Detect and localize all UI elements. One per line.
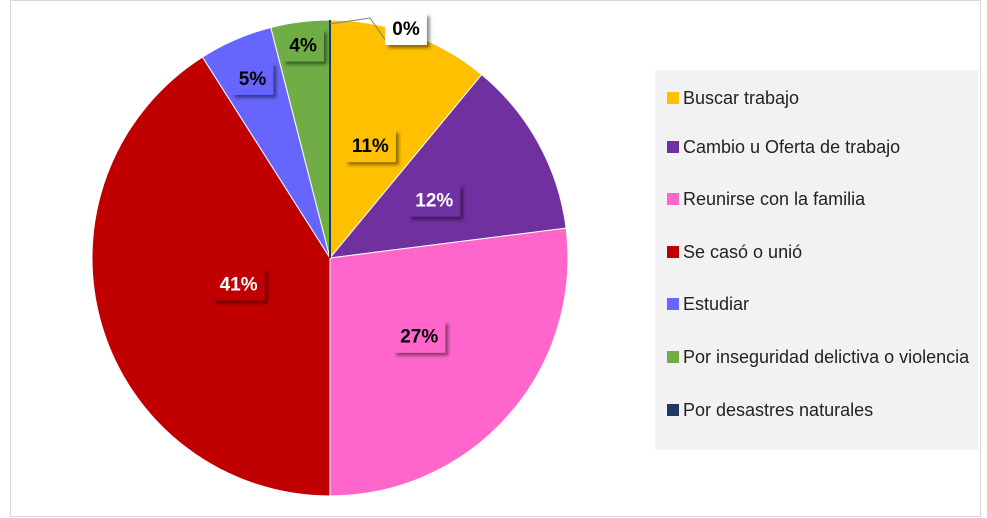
legend-swatch (667, 92, 679, 104)
data-label: 0% (385, 13, 427, 45)
data-label: 5% (231, 62, 274, 95)
data-label: 27% (393, 320, 446, 353)
data-label-box (212, 268, 265, 301)
legend-swatch (667, 141, 679, 153)
legend-swatch (667, 246, 679, 258)
chart-border (10, 0, 981, 517)
data-label-text: 27% (400, 327, 438, 348)
legend-item: Estudiar (667, 293, 972, 315)
legend-label: Por inseguridad delictiva o violencia (683, 347, 970, 367)
leader-line (329, 17, 387, 42)
data-label-text: 41% (220, 275, 258, 296)
data-label-box (282, 29, 324, 62)
data-label: 4% (282, 29, 324, 62)
data-label: 41% (212, 268, 265, 301)
data-label-box (393, 320, 446, 353)
data-label-text: 5% (239, 69, 267, 90)
pie-slice (329, 227, 569, 497)
data-label-box (385, 13, 427, 45)
legend-item: Cambio u Oferta de trabajo (667, 136, 972, 158)
data-label-text: 4% (289, 36, 317, 57)
legend-label: Reunirse con la familia (683, 189, 866, 209)
data-label-text: 0% (392, 19, 420, 40)
legend-item: Por desastres naturales (667, 399, 972, 421)
data-label-box (344, 130, 396, 163)
legend-label: Estudiar (683, 294, 750, 314)
legend-label: Buscar trabajo (683, 88, 800, 108)
legend-label: Por desastres naturales (683, 400, 874, 420)
data-label-box (231, 62, 274, 95)
data-label-text: 12% (415, 191, 453, 212)
legend-swatch (667, 193, 679, 205)
legend-swatch (667, 404, 679, 416)
data-label-text: 11% (352, 136, 389, 157)
pie-slice (328, 73, 567, 259)
legend-item: Buscar trabajo (667, 87, 972, 109)
data-label: 12% (408, 184, 461, 217)
legend-item: Por inseguridad delictiva o violencia (667, 346, 972, 368)
legend-swatch (667, 298, 679, 310)
legend-swatch (667, 351, 679, 363)
data-label-box (408, 184, 461, 217)
legend-item: Reunirse con la familia (667, 188, 972, 210)
legend-item: Se casó o unió (667, 241, 972, 263)
legend: Buscar trabajo Cambio u Oferta de trabajo… (655, 70, 978, 450)
data-label: 11% (344, 130, 396, 163)
legend-label: Cambio u Oferta de trabajo (683, 137, 901, 157)
pie-slice (91, 56, 331, 497)
legend-label: Se casó o unió (683, 242, 803, 262)
